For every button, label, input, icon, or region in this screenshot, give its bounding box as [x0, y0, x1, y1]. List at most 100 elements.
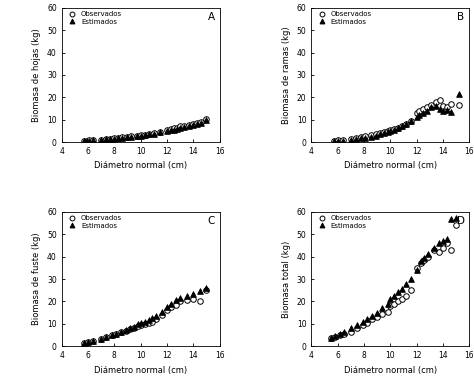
Point — [391, 293, 398, 299]
Point — [153, 313, 160, 319]
Point — [180, 123, 188, 129]
Point — [455, 91, 463, 97]
Point — [118, 135, 126, 141]
Point — [402, 121, 410, 127]
Y-axis label: Biomasa de hojas (kg): Biomasa de hojas (kg) — [32, 28, 41, 122]
Point — [337, 332, 344, 338]
Point — [190, 291, 197, 297]
Point — [158, 308, 165, 315]
Point — [368, 313, 375, 319]
Point — [137, 322, 145, 328]
Point — [439, 103, 447, 109]
Point — [384, 128, 392, 134]
Point — [427, 104, 435, 110]
Point — [102, 136, 110, 142]
Point — [437, 105, 444, 112]
Point — [421, 257, 428, 263]
Point — [391, 301, 398, 307]
Point — [427, 102, 435, 108]
Point — [447, 101, 455, 107]
Point — [176, 124, 184, 131]
Point — [413, 114, 420, 121]
Text: C: C — [208, 216, 215, 226]
Point — [193, 120, 201, 126]
Point — [413, 267, 420, 273]
Point — [197, 119, 205, 125]
Point — [80, 340, 88, 346]
X-axis label: Diámetro normal (cm): Diámetro normal (cm) — [94, 366, 187, 375]
Point — [180, 124, 188, 130]
Point — [376, 130, 383, 136]
Point — [90, 137, 97, 143]
Point — [197, 120, 205, 126]
Point — [108, 332, 116, 338]
Point — [354, 322, 361, 328]
Point — [425, 254, 432, 260]
Point — [158, 312, 165, 318]
Point — [339, 137, 346, 144]
Point — [447, 109, 455, 115]
Point — [379, 311, 386, 317]
Point — [425, 251, 432, 258]
Point — [176, 123, 184, 130]
Point — [167, 301, 175, 307]
Point — [107, 136, 114, 142]
Point — [419, 110, 427, 116]
Point — [452, 222, 460, 228]
Text: D: D — [456, 216, 465, 226]
Point — [417, 258, 424, 264]
Point — [163, 304, 171, 310]
Point — [327, 335, 335, 342]
Legend: Observados, Estimados: Observados, Estimados — [64, 10, 124, 26]
Point — [203, 285, 210, 291]
Point — [137, 133, 145, 139]
Point — [163, 307, 171, 314]
Point — [85, 138, 93, 144]
Point — [384, 301, 392, 307]
Point — [190, 121, 197, 127]
Point — [190, 296, 197, 302]
Point — [203, 117, 210, 123]
Point — [433, 103, 440, 109]
Point — [124, 134, 131, 140]
Point — [398, 123, 406, 130]
Point — [372, 131, 380, 137]
Point — [443, 240, 451, 246]
Point — [374, 310, 381, 316]
Point — [340, 331, 348, 337]
Point — [386, 127, 394, 133]
Point — [173, 126, 181, 132]
Point — [417, 260, 424, 266]
Point — [102, 334, 110, 340]
Point — [408, 276, 415, 282]
Point — [112, 331, 119, 337]
Point — [167, 304, 175, 310]
Point — [379, 305, 386, 311]
Point — [340, 329, 348, 335]
Point — [423, 104, 431, 110]
Point — [384, 308, 392, 315]
Point — [97, 137, 105, 143]
X-axis label: Diámetro normal (cm): Diámetro normal (cm) — [344, 161, 437, 170]
Point — [145, 320, 152, 326]
Point — [391, 126, 398, 132]
Point — [435, 249, 443, 255]
Point — [163, 127, 171, 133]
Point — [85, 137, 93, 144]
Point — [102, 334, 110, 340]
Point — [130, 325, 138, 331]
Point — [363, 320, 370, 326]
Point — [398, 123, 406, 130]
Point — [402, 121, 410, 127]
Point — [413, 110, 420, 116]
Point — [185, 121, 193, 128]
Point — [126, 325, 134, 331]
Point — [433, 99, 440, 105]
Point — [137, 132, 145, 138]
Point — [408, 287, 415, 293]
Point — [394, 298, 402, 305]
Point — [145, 317, 152, 323]
Point — [455, 102, 463, 108]
Point — [141, 132, 148, 138]
Point — [347, 136, 355, 142]
